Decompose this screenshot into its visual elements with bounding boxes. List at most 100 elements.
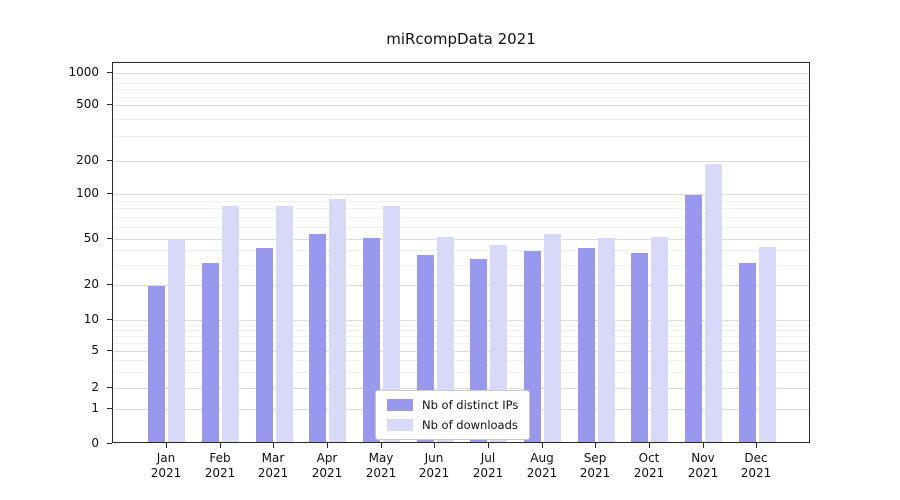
y-tick-label: 20	[83, 277, 99, 291]
y-tick-label: 10	[83, 312, 99, 326]
gridline-major	[113, 161, 809, 162]
gridline-minor	[113, 78, 809, 79]
y-tick-mark	[107, 238, 112, 239]
y-tick-mark	[107, 443, 112, 444]
x-tick-label: Dec 2021	[740, 451, 772, 480]
gridline-minor	[113, 325, 809, 326]
y-tick-label: 100	[76, 186, 99, 200]
y-tick-mark	[107, 319, 112, 320]
gridline-minor	[113, 265, 809, 266]
bar-downloads	[222, 206, 239, 442]
gridline-major	[113, 285, 809, 286]
bar-downloads	[168, 240, 185, 442]
x-tick-mark	[756, 443, 757, 448]
bar-downloads	[383, 206, 400, 442]
y-tick-mark	[107, 350, 112, 351]
gridline-major	[113, 105, 809, 106]
gridline-minor	[113, 360, 809, 361]
bar-downloads	[759, 247, 776, 442]
y-tick-label: 1000	[68, 65, 99, 79]
gridline-major	[113, 388, 809, 389]
x-tick-mark	[273, 443, 274, 448]
gridline-minor	[113, 336, 809, 337]
x-tick-label: Apr 2021	[311, 451, 343, 480]
gridline-major	[113, 351, 809, 352]
y-tick-label: 0	[91, 436, 99, 450]
chart-title: miRcompData 2021	[386, 30, 536, 48]
y-tick-mark	[107, 104, 112, 105]
legend-swatch-distinct-ips	[387, 399, 413, 411]
gridline-minor	[113, 201, 809, 202]
gridline-minor	[113, 343, 809, 344]
gridline-major	[113, 73, 809, 74]
bar-distinct-ips	[578, 248, 595, 442]
bar-distinct-ips	[202, 263, 219, 442]
legend-label-downloads: Nb of downloads	[422, 418, 518, 432]
bar-downloads	[705, 164, 722, 442]
bar-distinct-ips	[148, 286, 165, 442]
plot-area: Nb of distinct IPs Nb of downloads	[112, 62, 810, 443]
gridline-minor	[113, 217, 809, 218]
gridline-major	[113, 320, 809, 321]
gridline-major	[113, 194, 809, 195]
x-tick-mark	[595, 443, 596, 448]
y-tick-label: 5	[91, 343, 99, 357]
y-tick-label: 1	[91, 401, 99, 415]
gridline-minor	[113, 136, 809, 137]
x-tick-mark	[649, 443, 650, 448]
y-tick-mark	[107, 284, 112, 285]
y-tick-label: 200	[76, 153, 99, 167]
x-tick-label: May 2021	[365, 451, 397, 480]
gridline-minor	[113, 330, 809, 331]
x-tick-mark	[488, 443, 489, 448]
gridline-minor	[113, 89, 809, 90]
gridline-minor	[113, 119, 809, 120]
legend: Nb of distinct IPs Nb of downloads	[375, 390, 531, 440]
gridline-minor	[113, 97, 809, 98]
x-tick-mark	[381, 443, 382, 448]
gridline-minor	[113, 227, 809, 228]
x-tick-mark	[166, 443, 167, 448]
y-tick-mark	[107, 408, 112, 409]
bar-downloads	[651, 237, 668, 442]
x-tick-label: Feb 2021	[204, 451, 236, 480]
x-tick-label: Mar 2021	[257, 451, 289, 480]
x-tick-mark	[434, 443, 435, 448]
x-tick-label: Aug 2021	[526, 451, 558, 480]
legend-item-distinct-ips: Nb of distinct IPs	[387, 398, 518, 412]
gridline-minor	[113, 372, 809, 373]
y-tick-mark	[107, 193, 112, 194]
bar-distinct-ips	[256, 248, 273, 442]
x-tick-label: Nov 2021	[687, 451, 719, 480]
bar-downloads	[544, 234, 561, 442]
y-tick-mark	[107, 387, 112, 388]
gridline-major	[113, 239, 809, 240]
x-tick-mark	[327, 443, 328, 448]
x-tick-mark	[542, 443, 543, 448]
bar-distinct-ips	[685, 195, 702, 442]
x-tick-mark	[703, 443, 704, 448]
y-tick-label: 500	[76, 97, 99, 111]
legend-label-distinct-ips: Nb of distinct IPs	[422, 398, 519, 412]
y-tick-label: 50	[83, 231, 99, 245]
bar-downloads	[329, 199, 346, 442]
gridline-minor	[113, 250, 809, 251]
y-tick-label: 2	[91, 380, 99, 394]
x-tick-label: Sep 2021	[579, 451, 611, 480]
x-tick-label: Jun 2021	[418, 451, 450, 480]
bar-distinct-ips	[309, 234, 326, 442]
bar-distinct-ips	[631, 253, 648, 442]
x-tick-label: Jan 2021	[150, 451, 182, 480]
bar-distinct-ips	[739, 263, 756, 442]
y-tick-mark	[107, 72, 112, 73]
y-tick-mark	[107, 160, 112, 161]
legend-item-downloads: Nb of downloads	[387, 418, 518, 432]
gridline-minor	[113, 208, 809, 209]
gridline-minor	[113, 83, 809, 84]
legend-swatch-downloads	[387, 419, 413, 431]
bar-downloads	[276, 206, 293, 442]
bar-downloads	[598, 238, 615, 442]
x-tick-label: Jul 2021	[472, 451, 504, 480]
x-tick-label: Oct 2021	[633, 451, 665, 480]
